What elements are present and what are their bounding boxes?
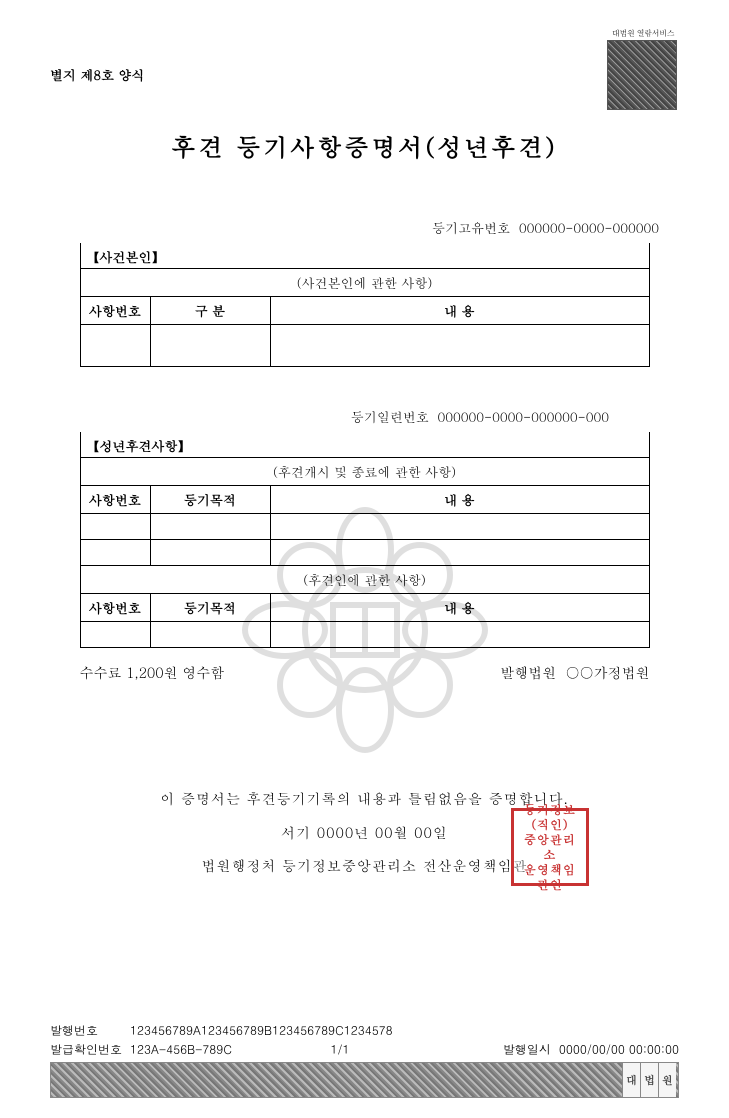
- fee-court-row: 수수료 1,200원 영수함 발행법원 ○○가정법원: [80, 662, 650, 682]
- section2-caption-a: (후견개시 및 종료에 관한 사항): [80, 458, 649, 486]
- section1-caption: (사건본인에 관한 사항): [80, 269, 649, 297]
- section1-heading: 【사건본인】: [80, 243, 649, 269]
- registry-serial-number-value: 000000-0000-000000-000: [437, 407, 609, 426]
- issue-number-label: 발행번호: [50, 1022, 130, 1039]
- qr-code: [607, 40, 677, 110]
- registry-serial-number-label: 등기일련번호: [351, 407, 429, 426]
- section2b-col-content: 내 용: [270, 594, 649, 622]
- band-text: 대 법 원: [622, 1063, 676, 1097]
- section2b-col-number: 사항번호: [80, 594, 150, 622]
- seal-text: 등기정보 (직인) 중앙관리소 운영책임관인: [518, 802, 582, 892]
- section2a-col-purpose: 등기목적: [150, 486, 270, 514]
- section1-col-category: 구 분: [150, 297, 270, 325]
- form-number-label: 별지 제8호 양식: [50, 65, 679, 84]
- table-row: [80, 540, 649, 566]
- band-char: 법: [640, 1063, 658, 1097]
- registry-unique-number-label: 등기고유번호: [432, 218, 510, 237]
- registry-unique-number-value: 000000-0000-000000: [519, 218, 659, 237]
- table-row: [80, 325, 649, 367]
- verify-number-value: 123A-456B-789C: [130, 1041, 310, 1058]
- security-pattern-band: 대 법 원: [50, 1062, 679, 1098]
- issuing-court: 발행법원 ○○가정법원: [500, 662, 649, 682]
- section2a-col-content: 내 용: [270, 486, 649, 514]
- section2-heading: 【성년후견사항】: [80, 432, 649, 458]
- table-row: [80, 514, 649, 540]
- qr-label: 대법원 열람서비스: [607, 28, 679, 39]
- verify-number-label: 발급확인번호: [50, 1041, 130, 1058]
- band-char: 원: [658, 1063, 676, 1097]
- registry-serial-number-line: 등기일련번호 000000-0000-000000-000: [50, 407, 609, 426]
- page-indicator: 1/1: [310, 1041, 370, 1058]
- section2-caption-b: (후견인에 관한 사항): [80, 566, 649, 594]
- section1-col-number: 사항번호: [80, 297, 150, 325]
- table-row: [80, 622, 649, 648]
- section2b-col-purpose: 등기목적: [150, 594, 270, 622]
- section1-col-content: 내 용: [270, 297, 649, 325]
- band-char: 대: [622, 1063, 640, 1097]
- guardianship-table: 【성년후견사항】 (후견개시 및 종료에 관한 사항) 사항번호 등기목적 내 …: [80, 432, 650, 648]
- case-person-table: 【사건본인】 (사건본인에 관한 사항) 사항번호 구 분 내 용: [80, 243, 650, 367]
- issue-datetime: 발행일시 0000/00/00 00:00:00: [503, 1041, 679, 1058]
- certification-block: 이 증명서는 후견등기기록의 내용과 틀림없음을 증명합니다. 서기 0000년…: [50, 782, 679, 883]
- page-title: 후견 등기사항증명서(성년후견): [50, 129, 679, 163]
- fee-text: 수수료 1,200원 영수함: [80, 662, 225, 682]
- qr-code-block: 대법원 열람서비스: [607, 28, 679, 110]
- registry-unique-number-line: 등기고유번호 000000-0000-000000: [50, 218, 679, 237]
- footer: 발행번호 123456789A123456789B123456789C12345…: [50, 1022, 679, 1098]
- official-seal: 등기정보 (직인) 중앙관리소 운영책임관인: [511, 808, 589, 886]
- section2a-col-number: 사항번호: [80, 486, 150, 514]
- issue-number-value: 123456789A123456789B123456789C1234578: [130, 1022, 679, 1039]
